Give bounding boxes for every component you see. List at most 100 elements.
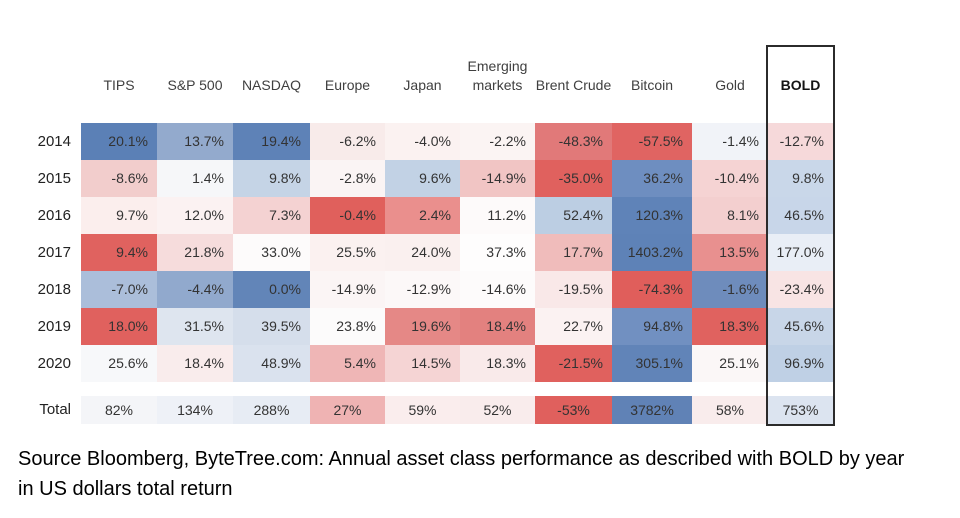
cell-2018-nasdaq: 0.0%: [233, 271, 310, 308]
cell-2020-emerging-markets: 18.3%: [460, 345, 535, 382]
cell-2017-brent-crude: 17.7%: [535, 234, 612, 271]
cell-2014-bitcoin: -57.5%: [612, 123, 692, 160]
cell-2015-s-p-500: 1.4%: [157, 160, 233, 197]
cell-2017-europe: 25.5%: [310, 234, 385, 271]
cell-2014-japan: -4.0%: [385, 123, 460, 160]
cell-2019-emerging-markets: 18.4%: [460, 308, 535, 345]
cell-2019-s-p-500: 31.5%: [157, 308, 233, 345]
cell-2015-bold: 9.8%: [768, 160, 833, 197]
cell-2015-brent-crude: -35.0%: [535, 160, 612, 197]
cell-2017-gold: 13.5%: [692, 234, 768, 271]
row-label-2016: 2016: [37, 207, 71, 224]
cell-2020-s-p-500: 18.4%: [157, 345, 233, 382]
cell-2015-tips: -8.6%: [81, 160, 157, 197]
cell-total-europe: 27%: [310, 396, 385, 424]
table-row-2016: 2016 9.7% 12.0% 7.3% -0.4% 2.4% 11.2% 52.4% 120.…: [24, 197, 833, 234]
table-row-2014: 2014 20.1% 13.7% 19.4% -6.2% -4.0% -2.2% -48.3%…: [24, 123, 833, 160]
cell-2019-europe: 23.8%: [310, 308, 385, 345]
cell-2016-emerging-markets: 11.2%: [460, 197, 535, 234]
cell-2018-tips: -7.0%: [81, 271, 157, 308]
row-label-2015: 2015: [37, 170, 71, 187]
column-header-europe: Europe: [324, 77, 371, 94]
cell-2014-brent-crude: -48.3%: [535, 123, 612, 160]
column-header-bitcoin: Bitcoin: [630, 77, 674, 94]
source-caption: Source Bloomberg, ByteTree.com: Annual a…: [18, 448, 905, 500]
row-label-2014: 2014: [37, 133, 71, 150]
row-label-2019: 2019: [37, 318, 71, 335]
cell-2017-nasdaq: 33.0%: [233, 234, 310, 271]
cell-2016-tips: 9.7%: [81, 197, 157, 234]
cell-2017-bold: 177.0%: [768, 234, 833, 271]
cell-2020-bitcoin: 305.1%: [612, 345, 692, 382]
cell-2019-nasdaq: 39.5%: [233, 308, 310, 345]
cell-total-japan: 59%: [385, 396, 460, 424]
cell-2015-gold: -10.4%: [692, 160, 768, 197]
cell-2018-bold: -23.4%: [768, 271, 833, 308]
table-row-total: Total 82% 134% 288% 27% 59% 52% -53% 3782% 58% 753…: [24, 396, 833, 424]
row-label-2017: 2017: [37, 244, 71, 261]
column-header-emerging-markets: Emerging markets: [467, 58, 528, 94]
cell-2018-s-p-500: -4.4%: [157, 271, 233, 308]
cell-2020-tips: 25.6%: [81, 345, 157, 382]
cell-2016-s-p-500: 12.0%: [157, 197, 233, 234]
column-header-s-p-500: S&P 500: [167, 77, 223, 94]
cell-total-gold: 58%: [692, 396, 768, 424]
cell-2017-emerging-markets: 37.3%: [460, 234, 535, 271]
table-row-2018: 2018 -7.0% -4.4% 0.0% -14.9% -12.9% -14.6% -19.…: [24, 271, 833, 308]
cell-2020-europe: 5.4%: [310, 345, 385, 382]
table-row-2017: 2017 9.4% 21.8% 33.0% 25.5% 24.0% 37.3% 17.7% 14…: [24, 234, 833, 271]
cell-total-bold: 753%: [768, 396, 833, 424]
cell-total-bitcoin: 3782%: [612, 396, 692, 424]
cell-2018-bitcoin: -74.3%: [612, 271, 692, 308]
cell-2015-japan: 9.6%: [385, 160, 460, 197]
performance-heatmap-table: TIPS S&P 500 NASDAQ Europe Japan Emerging mar…: [24, 45, 835, 426]
cell-total-tips: 82%: [81, 396, 157, 424]
cell-2018-gold: -1.6%: [692, 271, 768, 308]
cell-2019-bitcoin: 94.8%: [612, 308, 692, 345]
cell-2018-emerging-markets: -14.6%: [460, 271, 535, 308]
column-header-brent-crude: Brent Crude: [535, 77, 612, 94]
cell-total-emerging-markets: 52%: [460, 396, 535, 424]
cell-2016-europe: -0.4%: [310, 197, 385, 234]
cell-total-nasdaq: 288%: [233, 396, 310, 424]
cell-2014-bold: -12.7%: [768, 123, 833, 160]
row-label-2018: 2018: [37, 281, 71, 298]
column-header-gold: Gold: [715, 77, 745, 94]
cell-2018-japan: -12.9%: [385, 271, 460, 308]
cell-2018-europe: -14.9%: [310, 271, 385, 308]
cell-2020-japan: 14.5%: [385, 345, 460, 382]
cell-2017-bitcoin: 1403.2%: [612, 234, 692, 271]
column-header-japan: Japan: [403, 77, 442, 94]
cell-2017-tips: 9.4%: [81, 234, 157, 271]
column-header-bold: BOLD: [780, 77, 821, 94]
column-header-tips: TIPS: [103, 77, 135, 94]
table-row-2019: 2019 18.0% 31.5% 39.5% 23.8% 19.6% 18.4% 22.7% 9…: [24, 308, 833, 345]
cell-2016-bitcoin: 120.3%: [612, 197, 692, 234]
cell-2019-bold: 45.6%: [768, 308, 833, 345]
cell-2016-nasdaq: 7.3%: [233, 197, 310, 234]
cell-2015-bitcoin: 36.2%: [612, 160, 692, 197]
row-label-total: Total: [39, 401, 71, 418]
cell-2015-emerging-markets: -14.9%: [460, 160, 535, 197]
table-row-2015: 2015 -8.6% 1.4% 9.8% -2.8% 9.6% -14.9% -35.0% 36…: [24, 160, 833, 197]
cell-2020-nasdaq: 48.9%: [233, 345, 310, 382]
cell-2018-brent-crude: -19.5%: [535, 271, 612, 308]
cell-2014-s-p-500: 13.7%: [157, 123, 233, 160]
cell-2014-nasdaq: 19.4%: [233, 123, 310, 160]
cell-2019-japan: 19.6%: [385, 308, 460, 345]
cell-2016-japan: 2.4%: [385, 197, 460, 234]
cell-2014-gold: -1.4%: [692, 123, 768, 160]
table-body: 2014 20.1% 13.7% 19.4% -6.2% -4.0% -2.2% -48.3%…: [24, 123, 833, 424]
cell-2014-tips: 20.1%: [81, 123, 157, 160]
row-label-2020: 2020: [37, 355, 71, 372]
cell-2020-gold: 25.1%: [692, 345, 768, 382]
cell-2017-japan: 24.0%: [385, 234, 460, 271]
cell-total-brent-crude: -53%: [535, 396, 612, 424]
cell-2016-brent-crude: 52.4%: [535, 197, 612, 234]
cell-2015-nasdaq: 9.8%: [233, 160, 310, 197]
cell-2015-europe: -2.8%: [310, 160, 385, 197]
cell-2014-europe: -6.2%: [310, 123, 385, 160]
cell-2017-s-p-500: 21.8%: [157, 234, 233, 271]
cell-2020-brent-crude: -21.5%: [535, 345, 612, 382]
